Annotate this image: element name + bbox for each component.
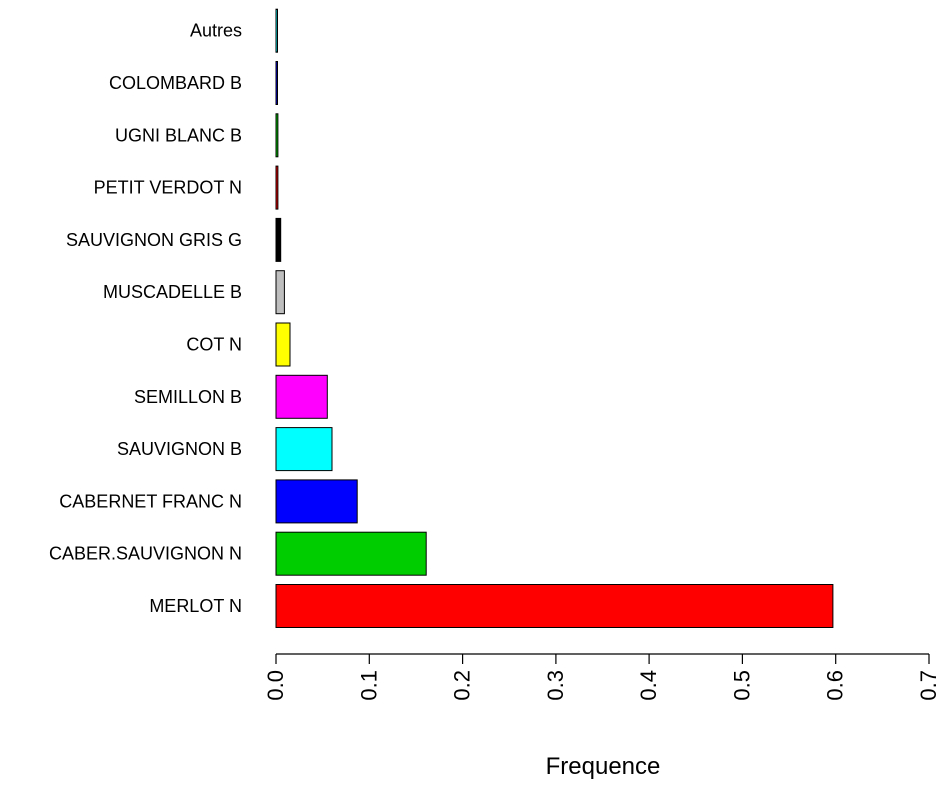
x-tick-label: 0.2 [450, 670, 475, 701]
category-label: UGNI BLANC B [115, 125, 242, 145]
bar [275, 113, 279, 158]
bar [275, 479, 358, 524]
x-tick-label: 0.1 [356, 670, 381, 701]
bar [275, 531, 427, 576]
category-label: SAUVIGNON GRIS G [66, 230, 242, 250]
category-label: MUSCADELLE B [103, 282, 242, 302]
category-labels: MERLOT N CABER.SAUVIGNON N CABERNET FRANC … [49, 21, 242, 616]
x-tick-label: 0.7 [916, 670, 941, 701]
category-label: PETIT VERDOT N [94, 178, 242, 198]
x-axis: 0.0 0.1 0.2 0.3 0.4 0.5 0.6 0.7 [263, 653, 941, 701]
bar [275, 374, 328, 419]
x-axis-title: Frequence [546, 753, 661, 780]
category-label: CABER.SAUVIGNON N [49, 544, 242, 564]
category-label: SAUVIGNON B [117, 439, 242, 459]
x-tick-label: 0.5 [729, 670, 754, 701]
bar [275, 165, 279, 210]
bar [275, 270, 285, 315]
bars-layer [275, 8, 834, 628]
bar [275, 8, 278, 53]
x-tick-label: 0.0 [263, 670, 288, 701]
category-label: COT N [186, 335, 242, 355]
x-tick-label: 0.4 [636, 670, 661, 701]
category-label: MERLOT N [149, 596, 242, 616]
bar [275, 217, 282, 262]
category-label: CABERNET FRANC N [59, 491, 242, 511]
bar [275, 427, 333, 472]
x-tick-label: 0.3 [543, 670, 568, 701]
bar [275, 322, 291, 367]
bar [275, 61, 278, 105]
x-tick-label: 0.6 [823, 670, 848, 701]
category-label: SEMILLON B [134, 387, 242, 407]
category-label: Autres [190, 21, 242, 41]
bar [275, 584, 834, 628]
category-label: COLOMBARD B [109, 73, 242, 93]
